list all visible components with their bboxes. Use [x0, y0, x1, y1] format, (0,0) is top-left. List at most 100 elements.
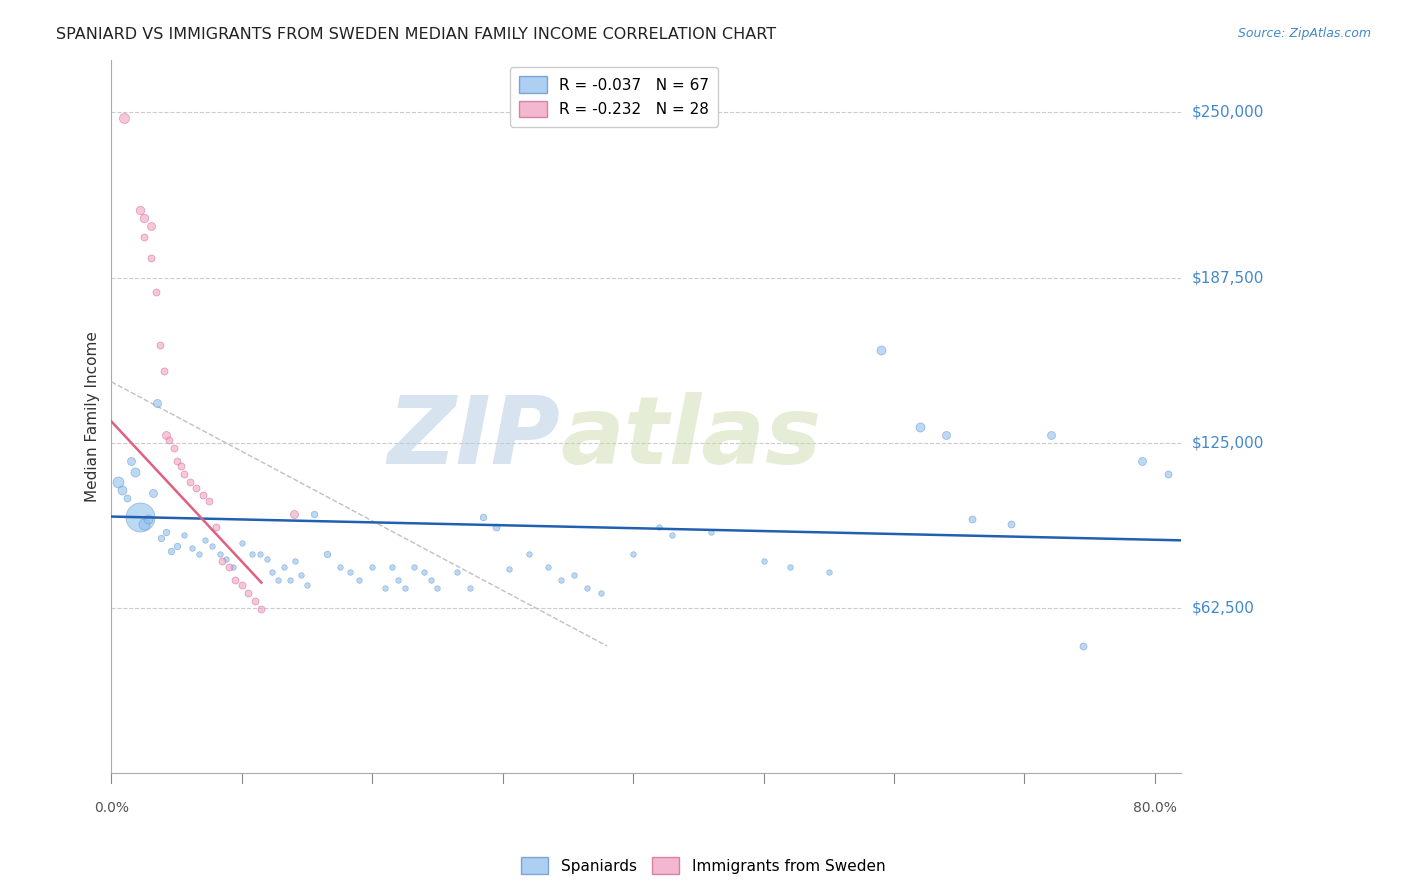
Point [661, 528, 683, 542]
Point [139, 251, 162, 265]
Point [132, 517, 155, 532]
Point [215, 551, 238, 566]
Point [295, 578, 318, 592]
Point [146, 396, 169, 410]
Point [446, 565, 468, 579]
Point [870, 343, 893, 358]
Point [537, 559, 560, 574]
Point [315, 547, 337, 561]
Text: 80.0%: 80.0% [1133, 800, 1177, 814]
Point [155, 427, 177, 442]
Legend: Spaniards, Immigrants from Sweden: Spaniards, Immigrants from Sweden [515, 851, 891, 880]
Point [166, 454, 188, 468]
Point [243, 594, 266, 608]
Text: SPANIARD VS IMMIGRANTS FROM SWEDEN MEDIAN FAMILY INCOME CORRELATION CHART: SPANIARD VS IMMIGRANTS FROM SWEDEN MEDIA… [56, 27, 776, 42]
Point [173, 528, 195, 542]
Point [187, 547, 209, 561]
Point [394, 581, 416, 595]
Point [329, 559, 352, 574]
Point [267, 573, 290, 587]
Point [700, 525, 723, 540]
Point [129, 509, 152, 524]
Point [224, 573, 246, 587]
Point [908, 419, 931, 434]
Point [211, 554, 233, 568]
Point [387, 573, 409, 587]
Point [155, 525, 177, 540]
Point [1157, 467, 1180, 482]
Point [181, 541, 204, 556]
Point [142, 485, 165, 500]
Point [779, 559, 801, 574]
Point [204, 520, 226, 534]
Point [152, 364, 174, 378]
Point [120, 454, 142, 468]
Point [124, 465, 146, 479]
Point [179, 475, 201, 490]
Point [218, 559, 240, 574]
Point [231, 578, 253, 592]
Point [550, 573, 572, 587]
Text: atlas: atlas [561, 392, 823, 483]
Point [129, 203, 152, 218]
Point [589, 586, 612, 600]
Point [752, 554, 775, 568]
Point [173, 467, 195, 482]
Point [191, 488, 214, 502]
Point [256, 551, 278, 566]
Point [107, 475, 129, 490]
Point [621, 547, 644, 561]
Point [166, 539, 188, 553]
Point [935, 427, 957, 442]
Point [149, 531, 172, 545]
Point [413, 565, 436, 579]
Point [339, 565, 361, 579]
Point [160, 544, 183, 558]
Point [426, 581, 449, 595]
Point [498, 562, 520, 576]
Text: $62,500: $62,500 [1192, 600, 1256, 615]
Point [163, 441, 186, 455]
Point [273, 559, 295, 574]
Point [260, 565, 283, 579]
Point [278, 573, 301, 587]
Point [381, 559, 404, 574]
Text: 0.0%: 0.0% [94, 800, 129, 814]
Point [1000, 517, 1022, 532]
Point [420, 573, 443, 587]
Point [1130, 454, 1153, 468]
Point [186, 481, 208, 495]
Point [132, 229, 155, 244]
Text: $187,500: $187,500 [1192, 270, 1264, 285]
Point [240, 547, 263, 561]
Legend: R = -0.037   N = 67, R = -0.232   N = 28: R = -0.037 N = 67, R = -0.232 N = 28 [510, 67, 718, 127]
Point [132, 211, 155, 225]
Text: $250,000: $250,000 [1192, 105, 1264, 120]
Point [374, 581, 396, 595]
Point [648, 520, 671, 534]
Point [564, 567, 586, 582]
Point [1071, 639, 1094, 653]
Point [157, 433, 180, 447]
Point [198, 493, 221, 508]
Point [194, 533, 217, 548]
Point [169, 459, 191, 474]
Point [290, 567, 312, 582]
Text: ZIP: ZIP [388, 392, 561, 483]
Point [302, 507, 325, 521]
Point [231, 536, 253, 550]
Point [485, 520, 508, 534]
Y-axis label: Median Family Income: Median Family Income [86, 331, 100, 501]
Point [817, 565, 839, 579]
Point [149, 338, 172, 352]
Point [283, 507, 305, 521]
Point [402, 559, 425, 574]
Point [136, 512, 159, 526]
Point [139, 219, 162, 233]
Point [114, 111, 136, 125]
Point [111, 483, 134, 497]
Text: Source: ZipAtlas.com: Source: ZipAtlas.com [1237, 27, 1371, 40]
Point [208, 547, 231, 561]
Point [249, 547, 271, 561]
Point [349, 573, 371, 587]
